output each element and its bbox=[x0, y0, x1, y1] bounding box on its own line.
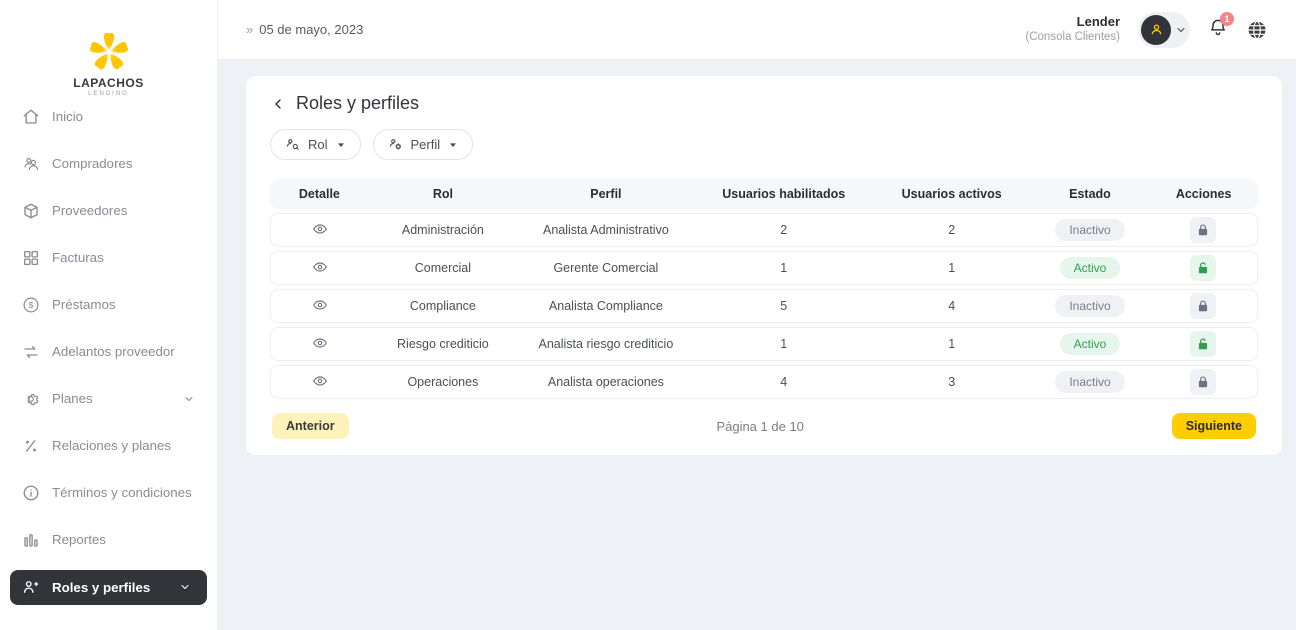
svg-text:$: $ bbox=[29, 300, 34, 310]
